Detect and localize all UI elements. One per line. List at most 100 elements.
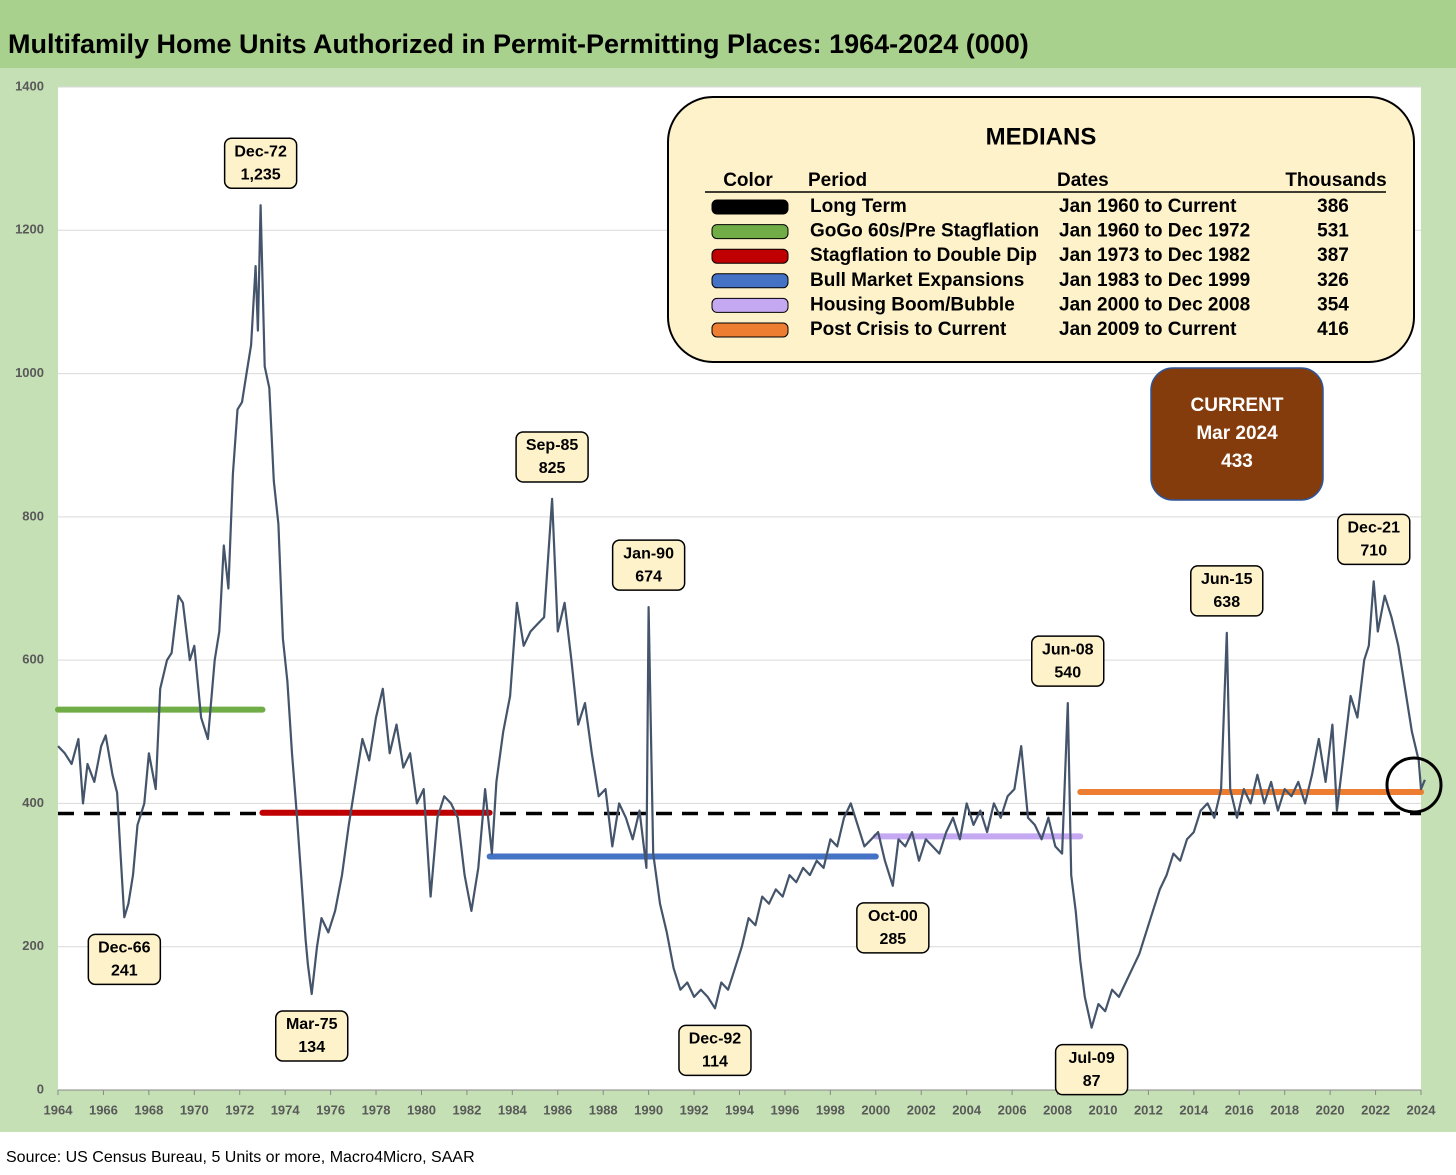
x-tick-label: 1988 <box>589 1102 618 1117</box>
x-tick-label: 1996 <box>770 1102 799 1117</box>
current-box <box>1150 367 1324 501</box>
callout-date: Mar-75 <box>286 1016 338 1033</box>
x-tick-label: 1990 <box>634 1102 663 1117</box>
legend-swatch <box>711 248 789 264</box>
callout-value: 134 <box>298 1039 325 1056</box>
callout-value: 114 <box>702 1054 728 1071</box>
legend-period: Post Crisis to Current <box>810 319 1007 340</box>
legend-swatch <box>711 297 789 313</box>
legend-period: Stagflation to Double Dip <box>810 245 1037 266</box>
callout-date: Dec-72 <box>234 143 287 160</box>
callout-date: Sep-85 <box>526 437 579 454</box>
callout-box <box>515 431 589 483</box>
y-tick-label: 1400 <box>15 78 44 93</box>
legend-swatch <box>711 273 789 289</box>
legend-value: 354 <box>1317 294 1349 315</box>
callout-value: 87 <box>1083 1073 1101 1090</box>
callout-date: Jul-09 <box>1068 1050 1114 1067</box>
y-tick-label: 800 <box>22 508 44 523</box>
x-tick-label: 1964 <box>44 1102 74 1117</box>
legend-dates: Jan 2000 to Dec 2008 <box>1059 294 1250 315</box>
callout-value: 825 <box>539 460 566 477</box>
x-tick-label: 2010 <box>1089 1102 1118 1117</box>
legend-value: 386 <box>1317 196 1349 217</box>
x-tick-label: 1982 <box>452 1102 481 1117</box>
x-tick-label: 1966 <box>89 1102 118 1117</box>
legend-period: Bull Market Expansions <box>810 270 1024 291</box>
x-tick-label: 1972 <box>225 1102 254 1117</box>
callout-box <box>611 539 686 591</box>
callout-value: 241 <box>111 963 138 980</box>
callout-date: Dec-66 <box>98 940 151 957</box>
y-tick-label: 200 <box>22 938 44 953</box>
legend-period: Housing Boom/Bubble <box>810 294 1015 315</box>
callout-box <box>856 902 930 954</box>
legend-value: 387 <box>1317 245 1349 266</box>
callout-date: Jun-15 <box>1201 571 1253 588</box>
legend-value: 326 <box>1317 270 1349 291</box>
legend-swatch <box>711 224 789 240</box>
callout-value: 1,235 <box>241 166 281 183</box>
current-heading: CURRENT <box>1191 395 1284 416</box>
callout-value: 285 <box>879 931 906 948</box>
annotations: Dec-72 1,235 Dec-66 241 Mar-75 134 Sep-85 825 Ja… <box>87 137 1411 1096</box>
current-value: 433 <box>1221 451 1253 472</box>
x-tick-label: 1970 <box>180 1102 209 1117</box>
x-tick-label: 1998 <box>816 1102 845 1117</box>
source-band <box>0 1132 1456 1175</box>
callout-box <box>1190 565 1264 617</box>
callout-value: 674 <box>635 568 662 585</box>
title-band <box>0 0 1456 68</box>
x-tick-label: 2006 <box>998 1102 1027 1117</box>
legend-swatch <box>711 322 789 338</box>
y-tick-label: 400 <box>22 795 44 810</box>
x-tick-label: 1976 <box>316 1102 345 1117</box>
x-tick-label: 2016 <box>1225 1102 1254 1117</box>
x-tick-label: 2008 <box>1043 1102 1072 1117</box>
x-tick-label: 2004 <box>952 1102 982 1117</box>
current-highlight <box>1385 756 1443 814</box>
x-tick-label: 1994 <box>725 1102 755 1117</box>
x-tick-label: 2024 <box>1407 1102 1437 1117</box>
x-tick-label: 2014 <box>1179 1102 1209 1117</box>
callout-box <box>223 137 298 189</box>
y-tick-label: 0 <box>37 1081 44 1096</box>
callout-date: Oct-00 <box>868 908 918 925</box>
y-tick-label: 600 <box>22 652 44 667</box>
x-tick-label: 1992 <box>680 1102 709 1117</box>
legend-dates: Jan 1960 to Current <box>1059 196 1237 217</box>
x-tick-label: 2012 <box>1134 1102 1163 1117</box>
callout-date: Jun-08 <box>1042 641 1094 658</box>
x-tick-label: 2020 <box>1316 1102 1345 1117</box>
series <box>57 204 1426 1029</box>
medians-table: Color Period Dates Thousands Long Term Jan 19… <box>705 170 1387 340</box>
series-line <box>57 204 1426 1029</box>
x-tick-label: 2000 <box>861 1102 890 1117</box>
table-header: Color <box>723 170 773 191</box>
legend-period: GoGo 60s/Pre Stagflation <box>810 221 1039 242</box>
x-tick-label: 2002 <box>907 1102 936 1117</box>
x-tick-label: 1974 <box>271 1102 301 1117</box>
callout-box <box>87 933 162 986</box>
callout-box <box>1031 635 1105 687</box>
medians-title: MEDIANS <box>986 123 1097 150</box>
legend-swatch <box>711 199 789 215</box>
medians-box <box>667 96 1415 363</box>
table-header: Thousands <box>1285 170 1386 191</box>
source: Source: US Census Bureau, 5 Units or mor… <box>6 1149 475 1166</box>
legend-dates: Jan 2009 to Current <box>1059 319 1237 340</box>
legend-period: Long Term <box>810 196 907 217</box>
table-header: Dates <box>1057 170 1109 191</box>
callout-date: Jan-90 <box>623 545 674 562</box>
table-header: Period <box>808 170 867 191</box>
y-tick-label: 1000 <box>15 365 44 380</box>
legend-value: 531 <box>1317 221 1349 242</box>
x-tick-label: 1984 <box>498 1102 528 1117</box>
x-tick-label: 1986 <box>543 1102 572 1117</box>
callout-value: 638 <box>1213 594 1240 611</box>
callout-value: 540 <box>1054 664 1081 681</box>
callout-date: Dec-21 <box>1348 520 1401 537</box>
x-tick-label: 1980 <box>407 1102 436 1117</box>
x-tick-label: 1968 <box>134 1102 163 1117</box>
